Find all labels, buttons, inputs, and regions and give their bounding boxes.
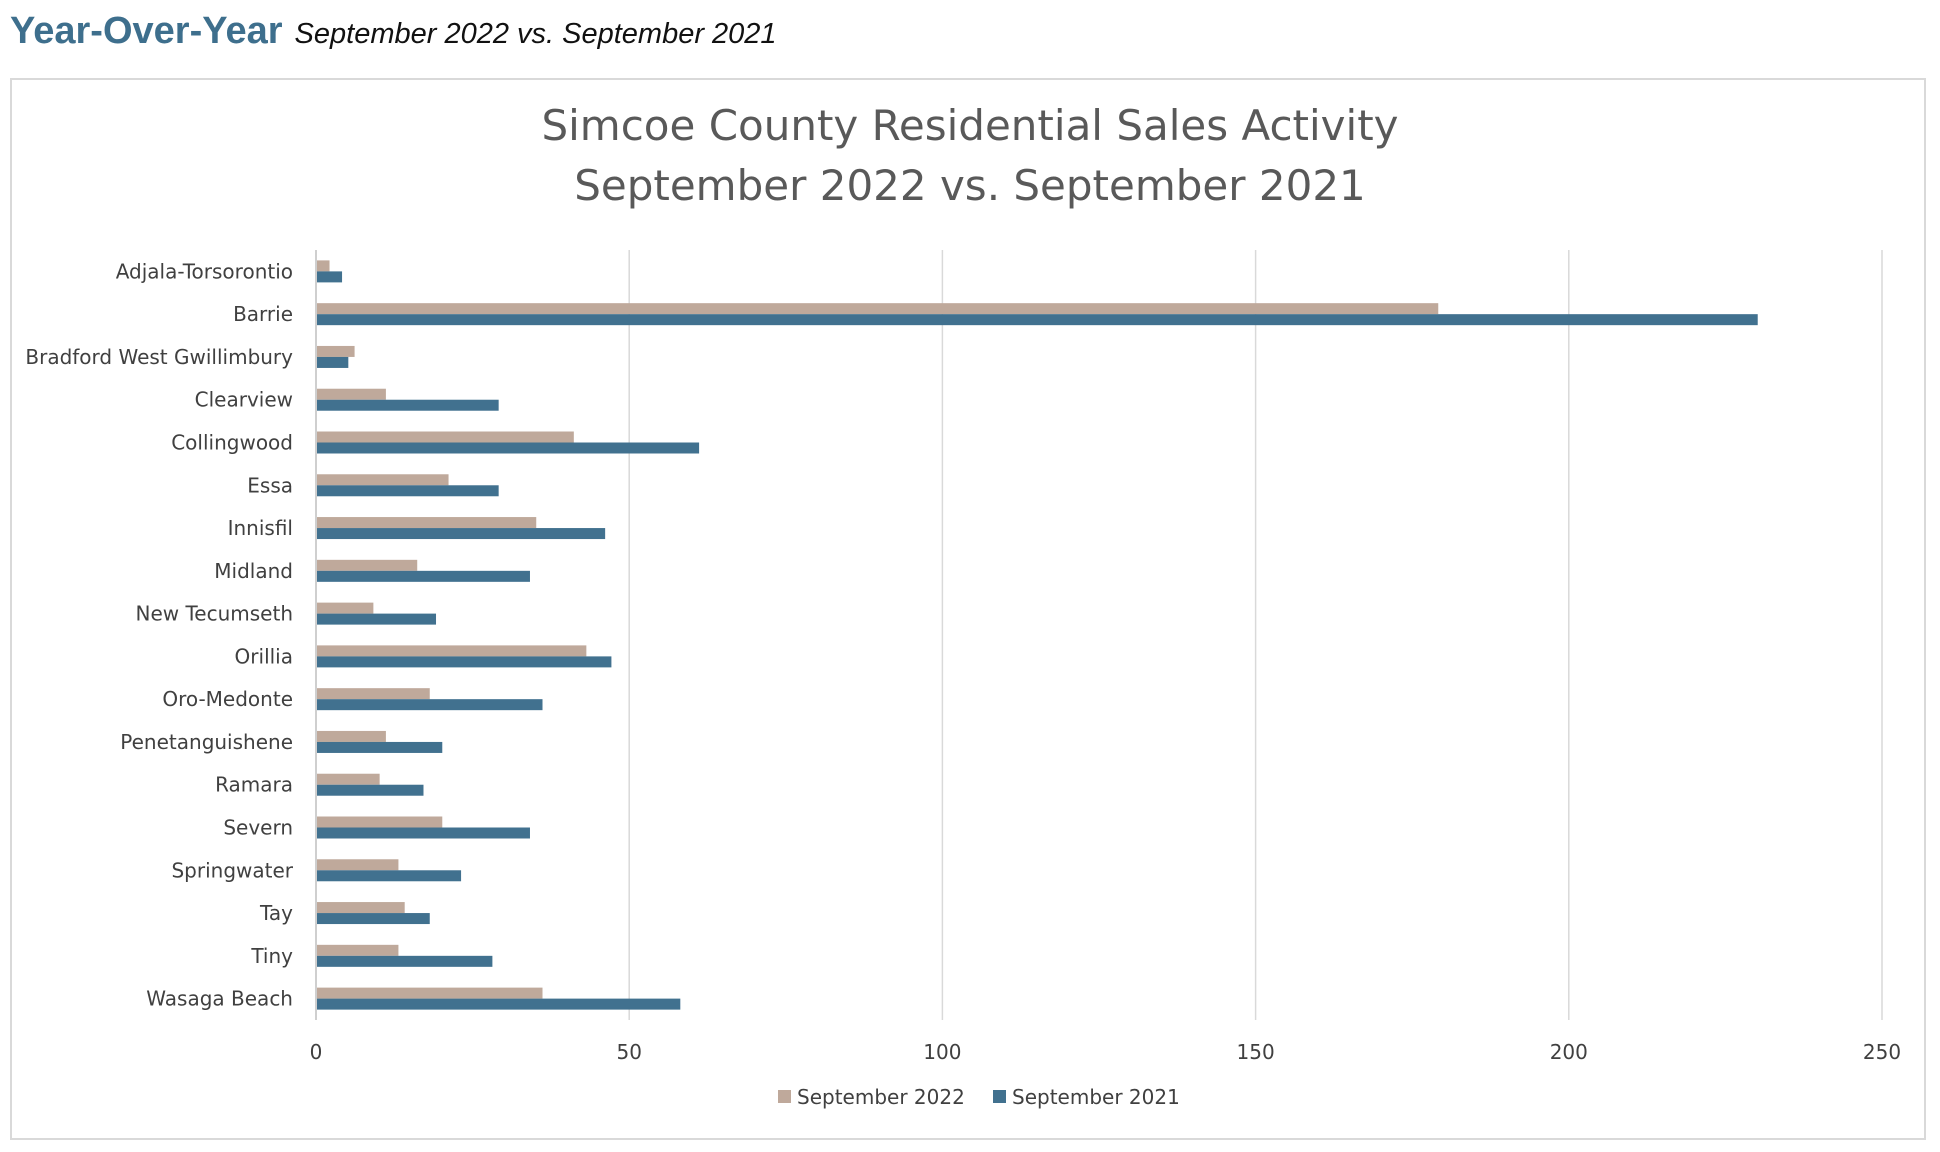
category-label: Springwater bbox=[171, 858, 293, 882]
category-label: Wasaga Beach bbox=[146, 987, 293, 1011]
header-title: Year-Over-Year bbox=[10, 10, 283, 52]
bar-sep-2021 bbox=[317, 314, 1758, 326]
bar-sep-2021 bbox=[317, 784, 424, 796]
bar-sep-2021 bbox=[317, 570, 530, 582]
bar-sep-2021 bbox=[317, 656, 612, 668]
category-label: Adjala-Torsorontio bbox=[116, 259, 293, 283]
bar-sep-2022 bbox=[317, 730, 386, 742]
category-label: Tay bbox=[259, 901, 293, 925]
bar-sep-2022 bbox=[317, 944, 399, 956]
category-label: New Tecumseth bbox=[136, 602, 294, 626]
category-label: Tiny bbox=[250, 944, 293, 968]
bar-sep-2022 bbox=[317, 773, 380, 785]
category-label: Ramara bbox=[215, 773, 293, 797]
bar-sep-2022 bbox=[317, 388, 386, 400]
bar-sep-2021 bbox=[317, 913, 430, 925]
x-tick-label: 50 bbox=[616, 1040, 641, 1064]
bar-sep-2022 bbox=[317, 602, 374, 614]
category-label: Penetanguishene bbox=[120, 730, 293, 754]
bar-sep-2021 bbox=[317, 998, 681, 1010]
chart-title-line-2: September 2022 vs. September 2021 bbox=[574, 161, 1366, 210]
bar-sep-2021 bbox=[317, 613, 437, 625]
x-tick-label: 250 bbox=[1863, 1040, 1901, 1064]
bar-sep-2021 bbox=[317, 528, 606, 540]
x-tick-label: 0 bbox=[310, 1040, 323, 1064]
category-label: Collingwood bbox=[171, 431, 293, 455]
legend-swatch-1 bbox=[778, 1090, 791, 1103]
bar-sep-2022 bbox=[317, 303, 1439, 315]
bar-sep-2022 bbox=[317, 859, 399, 871]
bar-sep-2022 bbox=[317, 345, 355, 357]
category-label: Innisfil bbox=[228, 516, 293, 540]
bar-sep-2021 bbox=[317, 399, 499, 411]
bar-sep-2022 bbox=[317, 431, 574, 443]
category-label: Essa bbox=[247, 473, 293, 497]
x-tick-label: 100 bbox=[923, 1040, 961, 1064]
bar-sep-2021 bbox=[317, 485, 499, 497]
bar-sep-2021 bbox=[317, 356, 349, 368]
category-label: Barrie bbox=[233, 302, 293, 326]
bar-sep-2022 bbox=[317, 517, 537, 529]
bar-sep-2022 bbox=[317, 645, 587, 657]
bar-sep-2021 bbox=[317, 870, 462, 882]
category-label: Orillia bbox=[235, 644, 293, 668]
legend-swatch-2 bbox=[993, 1090, 1006, 1103]
x-tick-label: 150 bbox=[1237, 1040, 1275, 1064]
page-header: Year-Over-Year September 2022 vs. Septem… bbox=[10, 10, 777, 58]
bar-sep-2022 bbox=[317, 559, 418, 571]
header-subtitle: September 2022 vs. September 2021 bbox=[294, 18, 777, 50]
legend-label-1: September 2022 bbox=[797, 1085, 965, 1109]
bar-sep-2022 bbox=[317, 260, 330, 272]
category-label: Midland bbox=[214, 559, 293, 583]
x-tick-label: 200 bbox=[1550, 1040, 1588, 1064]
bar-sep-2021 bbox=[317, 271, 343, 283]
category-label: Severn bbox=[223, 816, 293, 840]
category-label: Oro-Medonte bbox=[162, 687, 293, 711]
category-label: Bradford West Gwillimbury bbox=[25, 345, 293, 369]
category-label: Clearview bbox=[195, 388, 293, 412]
bar-sep-2021 bbox=[317, 955, 493, 967]
bar-sep-2021 bbox=[317, 741, 443, 753]
bar-sep-2022 bbox=[317, 987, 543, 999]
bar-sep-2022 bbox=[317, 474, 449, 486]
bar-sep-2021 bbox=[317, 442, 700, 454]
bar-sep-2022 bbox=[317, 902, 405, 914]
legend-label-2: September 2021 bbox=[1012, 1085, 1180, 1109]
bar-sep-2021 bbox=[317, 699, 543, 711]
chart-title-line-1: Simcoe County Residential Sales Activity bbox=[541, 101, 1398, 150]
chart-frame bbox=[10, 78, 1926, 1140]
bar-sep-2022 bbox=[317, 688, 430, 700]
bar-sep-2021 bbox=[317, 827, 530, 839]
bar-sep-2022 bbox=[317, 816, 443, 828]
